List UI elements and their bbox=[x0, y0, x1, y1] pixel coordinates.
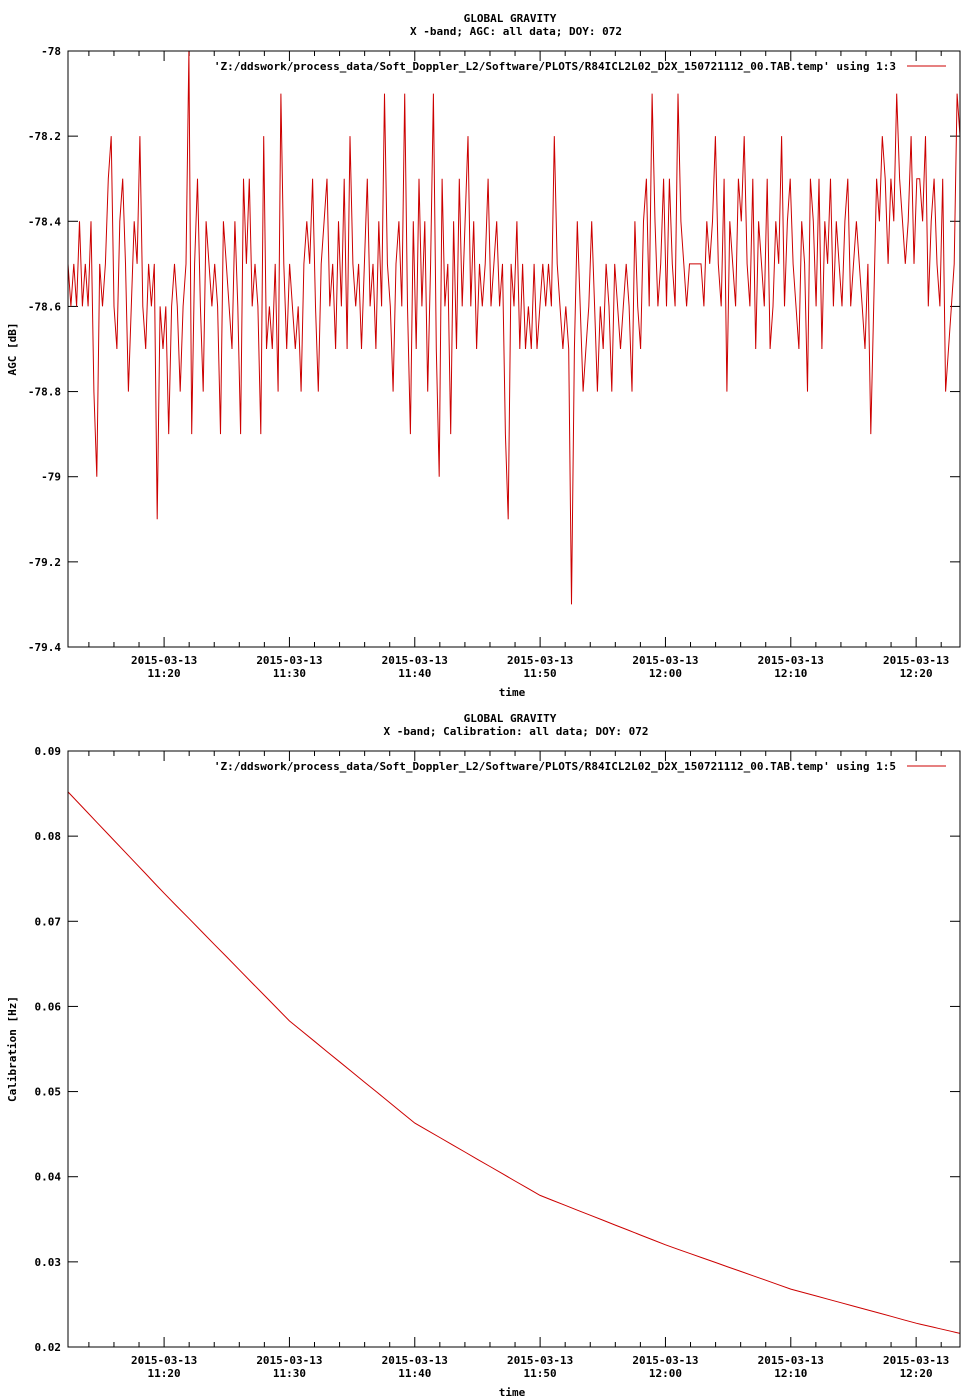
x-tick-date-label: 2015-03-13 bbox=[507, 1354, 573, 1367]
x-tick-date-label: 2015-03-13 bbox=[632, 654, 698, 667]
x-tick-date-label: 2015-03-13 bbox=[758, 654, 824, 667]
x-tick-date-label: 2015-03-13 bbox=[256, 654, 322, 667]
y-tick-label: 0.03 bbox=[35, 1256, 62, 1269]
y-axis-ticks: -78 -78.2 -78.4 -78.6 -78.8 -79 -79.2 -79.4 bbox=[28, 45, 960, 654]
y-tick-label: 0.02 bbox=[35, 1341, 62, 1354]
x-tick-time-label: 12:20 bbox=[900, 1367, 933, 1380]
agc-chart: GLOBAL GRAVITY X -band; AGC: all data; D… bbox=[6, 12, 961, 699]
x-axis-label: time bbox=[499, 686, 526, 699]
x-tick-date-label: 2015-03-13 bbox=[632, 1354, 698, 1367]
x-tick-date-label: 2015-03-13 bbox=[382, 654, 448, 667]
y-tick-label: 0.06 bbox=[35, 1000, 62, 1013]
x-axis-ticks: 2015-03-1311:202015-03-1311:302015-03-13… bbox=[88, 751, 949, 1380]
y-tick-label: 0.05 bbox=[35, 1086, 62, 1099]
x-tick-time-label: 12:00 bbox=[649, 1367, 682, 1380]
legend-label: 'Z:/ddswork/process_data/Soft_Doppler_L2… bbox=[214, 60, 896, 73]
y-tick-label: 0.07 bbox=[35, 915, 62, 928]
y-tick-label: -78.2 bbox=[28, 130, 61, 143]
x-tick-time-label: 11:40 bbox=[398, 1367, 431, 1380]
y-tick-label: 0.08 bbox=[35, 830, 62, 843]
x-tick-time-label: 12:10 bbox=[774, 1367, 807, 1380]
x-tick-time-label: 11:40 bbox=[398, 667, 431, 680]
x-tick-date-label: 2015-03-13 bbox=[131, 1354, 197, 1367]
y-tick-label: -79 bbox=[41, 471, 61, 484]
x-tick-date-label: 2015-03-13 bbox=[131, 654, 197, 667]
x-tick-time-label: 12:10 bbox=[774, 667, 807, 680]
chart-subtitle: X -band; Calibration: all data; DOY: 072 bbox=[384, 725, 649, 738]
x-tick-date-label: 2015-03-13 bbox=[883, 654, 949, 667]
x-tick-date-label: 2015-03-13 bbox=[256, 1354, 322, 1367]
chart-title: GLOBAL GRAVITY bbox=[464, 12, 557, 25]
x-tick-time-label: 12:20 bbox=[900, 667, 933, 680]
legend-label: 'Z:/ddswork/process_data/Soft_Doppler_L2… bbox=[214, 760, 896, 773]
y-tick-label: -78 bbox=[41, 45, 61, 58]
x-axis-ticks: 2015-03-1311:202015-03-1311:302015-03-13… bbox=[88, 51, 949, 680]
y-axis-label: AGC [dB] bbox=[6, 323, 19, 376]
y-tick-label: -78.6 bbox=[28, 300, 61, 313]
x-tick-time-label: 11:50 bbox=[524, 667, 557, 680]
plot-frame bbox=[67, 50, 961, 648]
calibration-series-line bbox=[67, 791, 961, 1334]
y-tick-label: -79.2 bbox=[28, 556, 61, 569]
x-tick-date-label: 2015-03-13 bbox=[507, 654, 573, 667]
chart-title: GLOBAL GRAVITY bbox=[464, 712, 557, 725]
calibration-chart: GLOBAL GRAVITY X -band; Calibration: all… bbox=[6, 712, 961, 1399]
y-tick-label: -78.4 bbox=[28, 215, 61, 228]
x-tick-date-label: 2015-03-13 bbox=[883, 1354, 949, 1367]
y-tick-label: 0.04 bbox=[35, 1171, 62, 1184]
x-tick-time-label: 11:20 bbox=[148, 667, 181, 680]
y-tick-label: 0.09 bbox=[35, 745, 62, 758]
x-tick-time-label: 12:00 bbox=[649, 667, 682, 680]
x-axis-label: time bbox=[499, 1386, 526, 1399]
y-tick-label: -79.4 bbox=[28, 641, 61, 654]
x-tick-time-label: 11:50 bbox=[524, 1367, 557, 1380]
x-tick-time-label: 11:30 bbox=[273, 667, 306, 680]
x-tick-date-label: 2015-03-13 bbox=[758, 1354, 824, 1367]
x-tick-time-label: 11:30 bbox=[273, 1367, 306, 1380]
agc-series-line bbox=[67, 50, 961, 605]
plot-frame bbox=[67, 750, 961, 1348]
x-tick-time-label: 11:20 bbox=[148, 1367, 181, 1380]
y-axis-ticks: 0.09 0.08 0.07 0.06 0.05 0.04 0.03 0.02 bbox=[35, 745, 960, 1354]
x-tick-date-label: 2015-03-13 bbox=[382, 1354, 448, 1367]
y-tick-label: -78.8 bbox=[28, 386, 61, 399]
chart-subtitle: X -band; AGC: all data; DOY: 072 bbox=[410, 25, 622, 38]
y-axis-label: Calibration [Hz] bbox=[6, 996, 19, 1102]
